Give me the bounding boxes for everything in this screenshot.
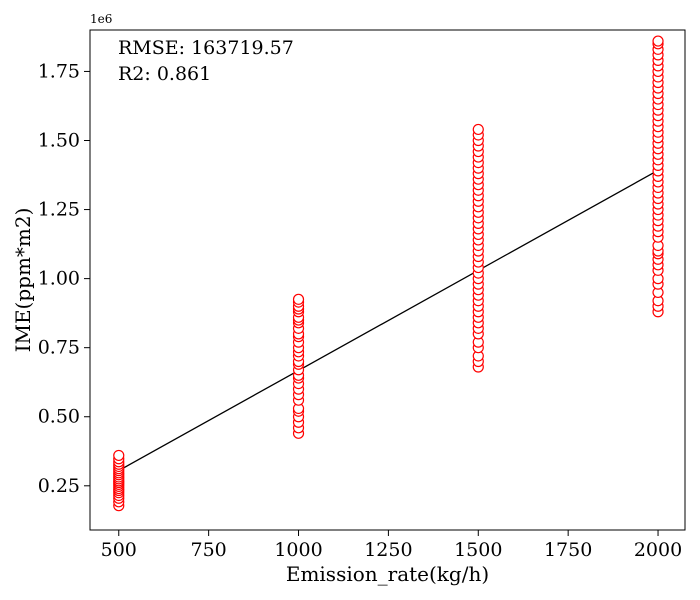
y-axis-label: IME(ppm*m2): [11, 208, 35, 353]
scatter-point: [113, 449, 125, 462]
points-layer: [113, 35, 664, 512]
r2-annotation: R2: 0.861: [118, 63, 211, 85]
scatter-point: [472, 123, 484, 136]
y-offset-label: 1e6: [90, 12, 112, 26]
fit-line: [118, 169, 659, 472]
x-axis-ticks: 500 750 1000 1250 1500 1750 2000: [101, 530, 682, 561]
scatter-point: [652, 35, 664, 47]
x-tick-label: 750: [191, 539, 227, 561]
y-tick-label: 0.75: [38, 337, 80, 359]
y-tick-label: 1.00: [38, 268, 80, 290]
y-tick-label: 0.25: [38, 475, 80, 497]
x-tick-label: 1250: [364, 539, 412, 561]
y-tick-label: 1.75: [38, 60, 80, 82]
x-tick-label: 1500: [454, 539, 502, 561]
y-tick-label: 0.50: [38, 406, 80, 428]
x-tick-label: 2000: [634, 539, 682, 561]
fit-line-layer: [118, 169, 659, 472]
x-tick-label: 1750: [544, 539, 592, 561]
x-tick-label: 1000: [274, 539, 322, 561]
y-tick-label: 1.25: [38, 199, 80, 221]
y-tick-label: 1.50: [38, 129, 80, 151]
y-axis-ticks: 0.25 0.50 0.75 1.00 1.25 1.50 1.75: [38, 60, 90, 497]
x-tick-label: 500: [101, 539, 137, 561]
scatter-point: [292, 293, 305, 305]
x-axis-label: Emission_rate(kg/h): [286, 562, 489, 586]
rmse-annotation: RMSE: 163719.57: [118, 37, 294, 59]
plot-frame: [89, 29, 686, 531]
